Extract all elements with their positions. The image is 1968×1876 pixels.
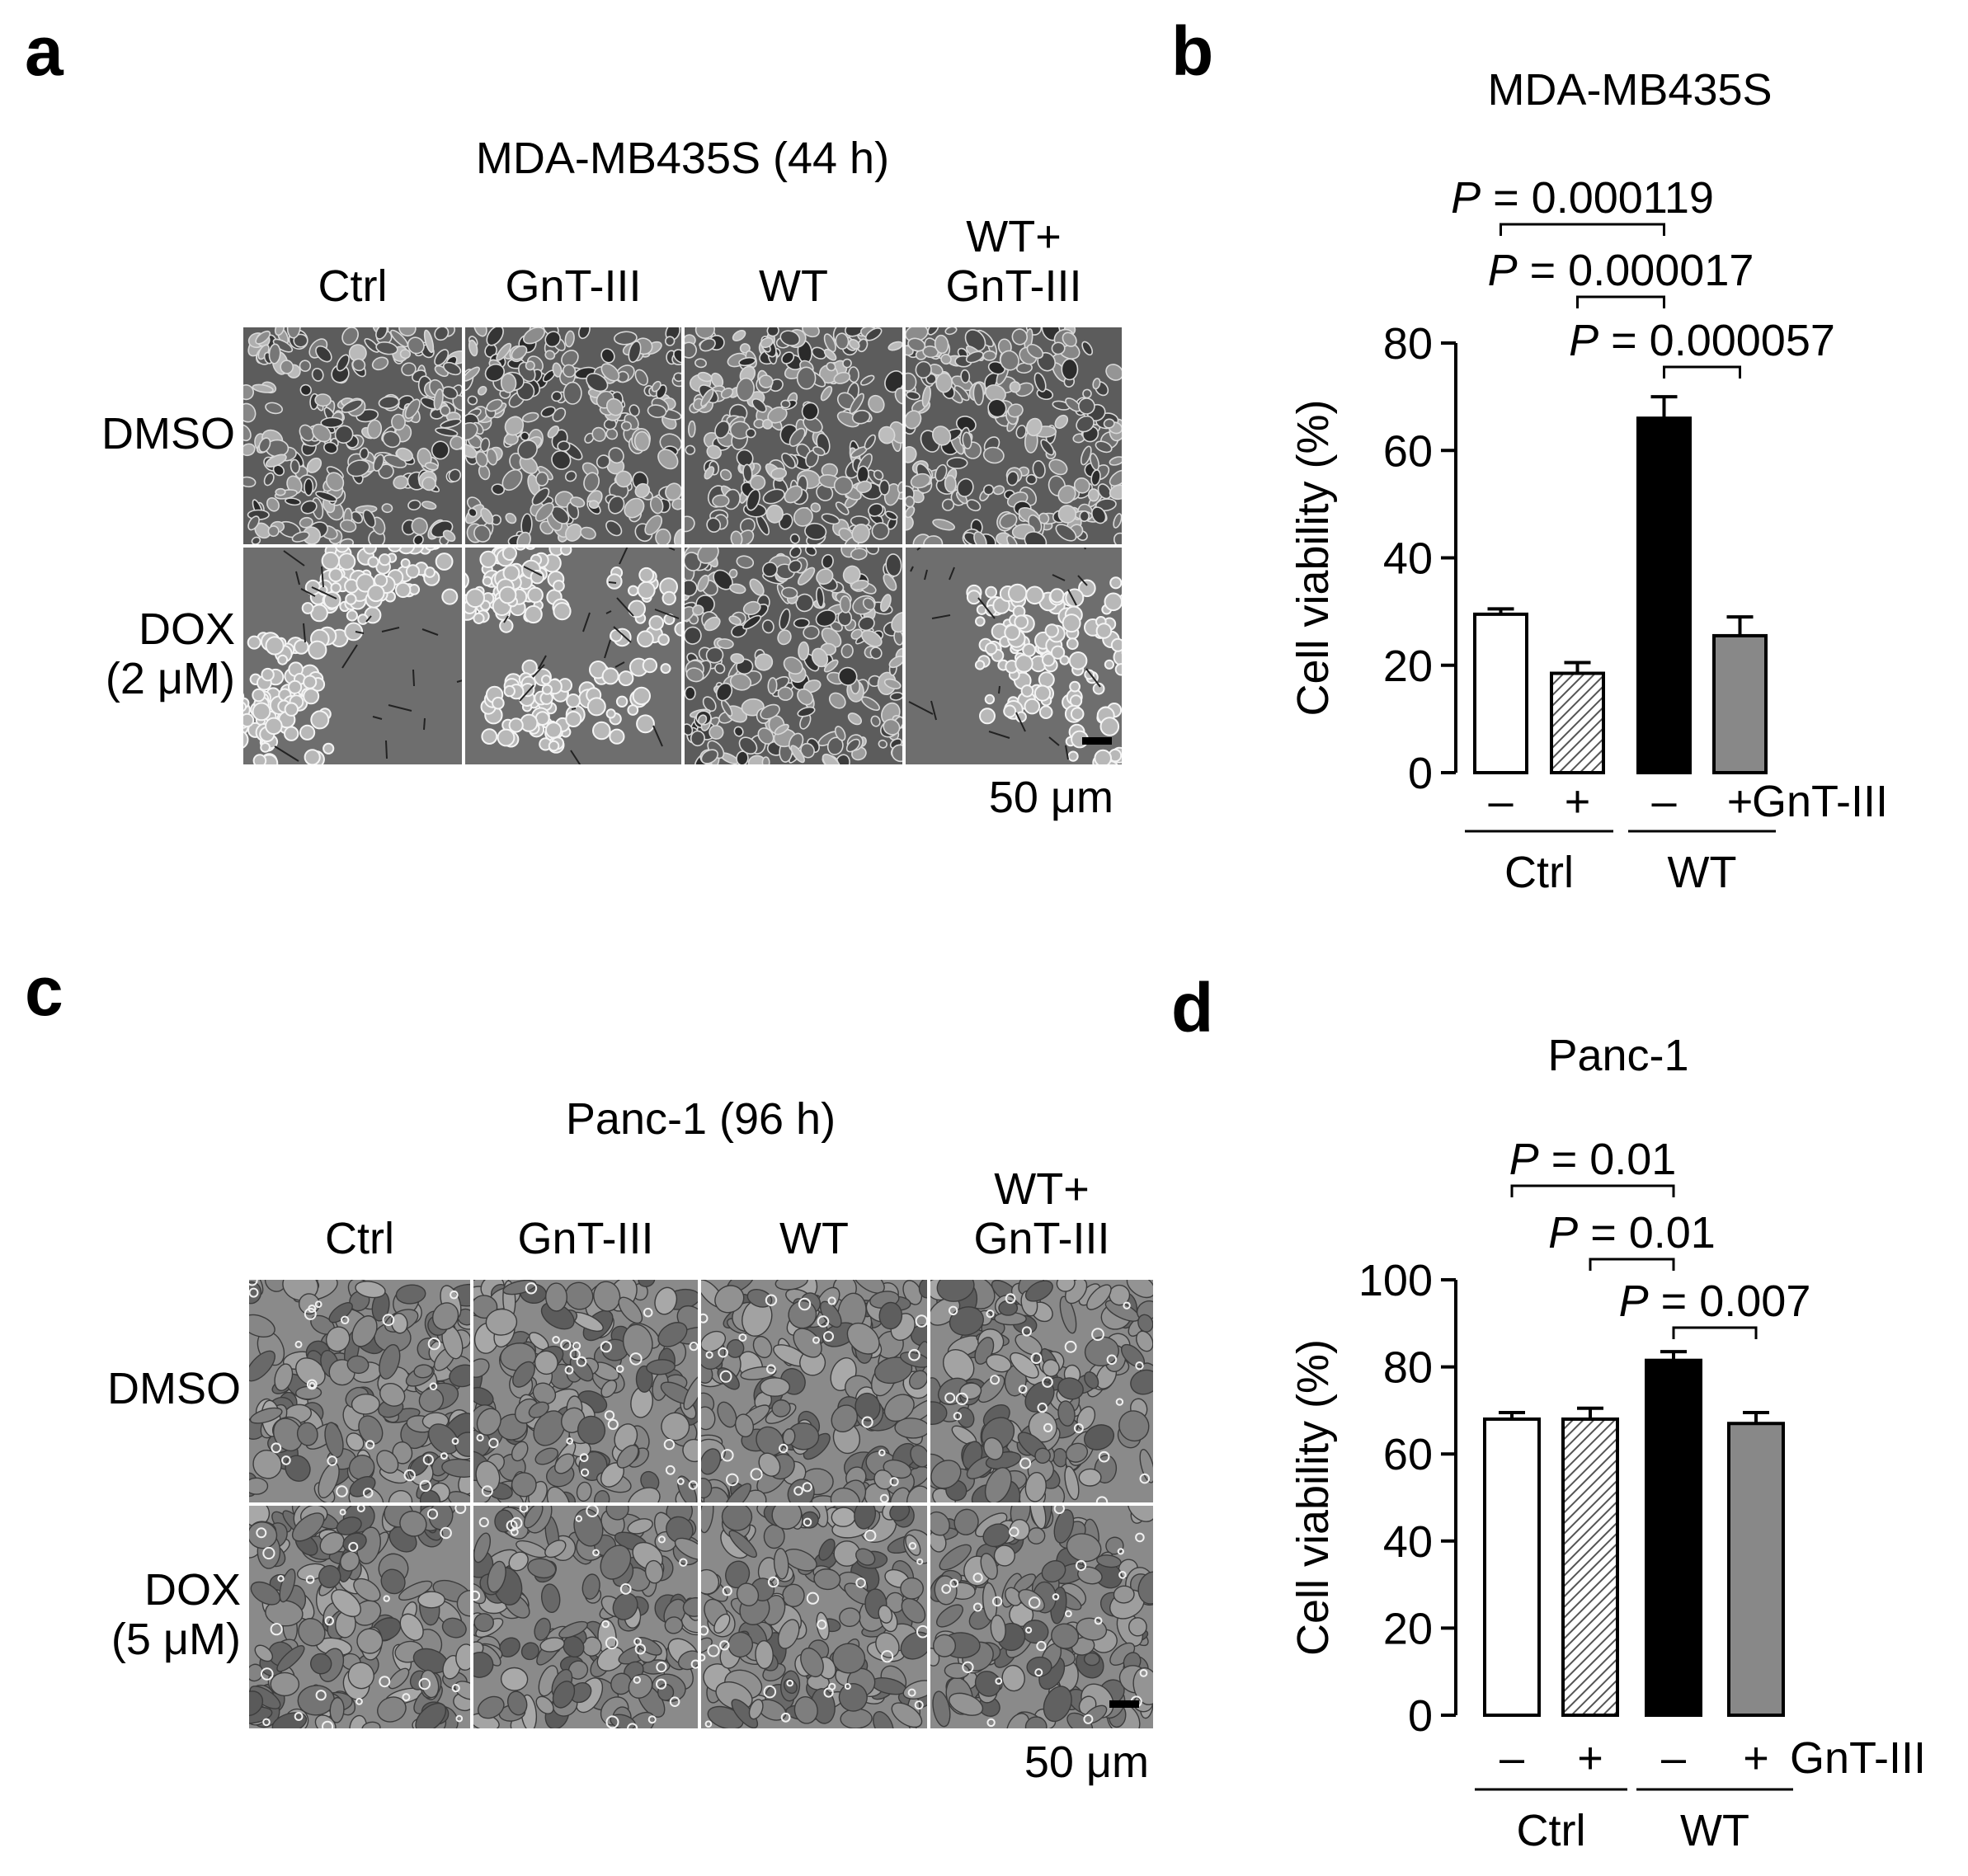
panel-d-bar-chart: Panc-1 0 20 40 60 80 100 Cell viability (%) – + – +… [1288,1031,1926,1855]
c-row-label-1: DOX [144,1565,241,1615]
c-micrograph-r0-c3 [930,1280,1153,1502]
chart-b-category-0: – [1488,777,1513,826]
chart-d-category-2: – [1661,1733,1686,1783]
chart-d-category-1: + [1577,1733,1603,1783]
c-micrograph-r0-c0 [249,1280,470,1502]
c-row-label-0: DMSO [107,1364,241,1413]
chart-b-group-label-0: Ctrl [1504,848,1574,897]
chart-d-row-label: GnT-III [1790,1733,1926,1783]
chart-b-bracket-2 [1663,365,1741,378]
chart-b-category-2: – [1651,777,1676,826]
chart-b-ytick-label-80: 80 [1383,319,1433,369]
panel-label-a: a [25,12,64,90]
chart-d-ytick-label-20: 20 [1383,1604,1433,1653]
panel-label-c: c [25,952,64,1030]
a-column-header-0: Ctrl [318,261,388,311]
a-column-header-3: WT+ [966,212,1062,261]
a-row-label-1: DOX [138,604,235,654]
a-micrograph-r0-c1 [465,327,681,544]
chart-b-category-3: + [1727,777,1754,826]
chart-d-ytick-label-80: 80 [1383,1343,1433,1393]
a-micrograph-r0-c2 [685,327,902,544]
a-column-header-1: GnT-III [505,261,642,311]
a-micrograph-r1-c2 [685,548,902,764]
a-micrograph-r1-c3 [906,548,1122,764]
c-column-header-3: GnT-III [973,1214,1110,1263]
chart-d-bracket-1 [1589,1258,1675,1271]
chart-b-row-label: GnT-III [1752,777,1888,826]
chart-d-pvalue-2: P = 0.007 [1619,1277,1811,1326]
chart-d-bar-3 [1727,1422,1785,1717]
chart-b-ytick-label-20: 20 [1383,642,1433,691]
c-micrograph-r1-c1 [473,1506,698,1728]
chart-d-group-label-1: WT [1680,1806,1749,1855]
chart-d-bracket-0 [1510,1184,1675,1197]
panel-b-bar-chart: MDA-MB435S 0 20 40 60 80 Cell viability (%) – + –… [1288,65,1888,897]
chart-b-bar-2 [1636,416,1692,774]
chart-d-bracket-2 [1672,1326,1758,1339]
chart-b-bracket-0 [1500,223,1665,236]
c-column-header-1: GnT-III [517,1214,654,1263]
chart-d-ylabel: Cell viability (%) [1288,1339,1338,1656]
a-row-label-0: DMSO [101,408,235,458]
panel-a-scale-bar [1082,737,1112,745]
chart-b-ytick-label-60: 60 [1383,426,1433,476]
a-row-label-1: (2 μM) [105,653,235,703]
chart-b-ytick-label-40: 40 [1383,534,1433,584]
panel-c-scale-label: 50 μm [1024,1737,1149,1787]
c-micrograph-r1-c0 [249,1506,470,1728]
chart-b-bar-0 [1473,612,1528,774]
chart-d-category-3: + [1743,1733,1769,1783]
chart-b-pvalue-0: P = 0.000119 [1451,173,1714,223]
chart-d-category-0: – [1500,1733,1524,1783]
c-micrograph-r0-c2 [701,1280,927,1502]
chart-b-ytick-label-0: 0 [1408,749,1433,798]
panel-label-b: b [1171,12,1214,90]
panel-a-scale-label: 50 μm [988,773,1113,822]
c-column-header-2: WT [779,1214,849,1263]
panel-c-scale-bar [1109,1700,1139,1708]
chart-b-pvalue-2: P = 0.000057 [1569,316,1835,365]
c-column-header-3: WT+ [994,1164,1090,1214]
chart-d-ytick-label-60: 60 [1383,1430,1433,1479]
chart-b-ylabel: Cell viability (%) [1288,399,1338,716]
chart-d-bar-2 [1645,1358,1702,1718]
chart-b-category-1: + [1565,777,1591,826]
c-row-label-1: (5 μM) [111,1615,241,1664]
a-column-header-3: GnT-III [945,261,1082,311]
chart-b-bracket-1 [1576,295,1665,308]
panel-c-title: Panc-1 (96 h) [565,1094,836,1144]
c-micrograph-r1-c3 [930,1506,1153,1728]
panel-label-d: d [1171,969,1214,1046]
chart-b-title: MDA-MB435S [1487,65,1772,115]
chart-d-group-label-0: Ctrl [1517,1806,1586,1855]
chart-d-pvalue-1: P = 0.01 [1548,1208,1716,1258]
a-micrograph-r1-c0 [243,548,462,764]
chart-b-bar-1 [1550,671,1605,774]
chart-d-ytick-label-100: 100 [1358,1256,1433,1305]
a-column-header-2: WT [759,261,828,311]
chart-d-ytick-label-0: 0 [1408,1691,1433,1741]
chart-d-title: Panc-1 [1547,1031,1688,1080]
chart-b-group-label-1: WT [1668,848,1737,897]
chart-d-bar-0 [1483,1417,1541,1717]
c-column-header-0: Ctrl [325,1214,394,1263]
chart-b-bar-3 [1712,633,1768,775]
c-micrograph-r0-c1 [473,1280,698,1502]
a-micrograph-r1-c1 [465,548,681,764]
chart-b-pvalue-1: P = 0.000017 [1488,246,1754,295]
chart-d-ytick-label-40: 40 [1383,1517,1433,1567]
panel-a-title: MDA-MB435S (44 h) [475,134,890,183]
chart-d-bar-1 [1561,1417,1619,1717]
chart-d-pvalue-0: P = 0.01 [1509,1135,1677,1184]
a-micrograph-r0-c3 [906,327,1122,544]
c-micrograph-r1-c2 [701,1506,927,1728]
a-micrograph-r0-c0 [243,327,462,544]
